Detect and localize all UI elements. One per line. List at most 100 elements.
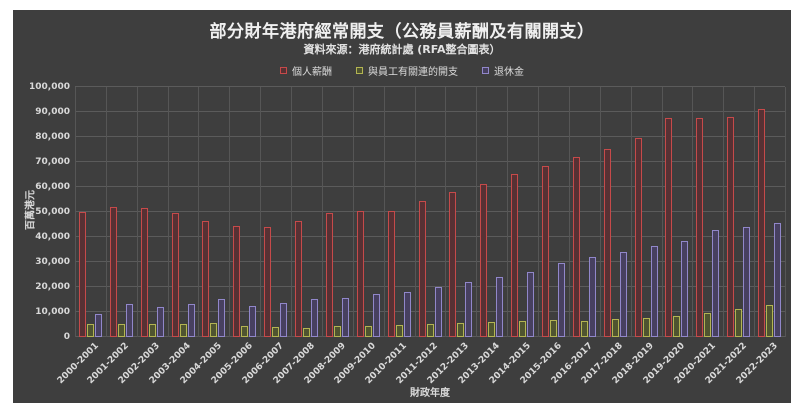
legend-item-series3: 退休金	[482, 63, 524, 78]
gridline-vertical	[630, 87, 632, 337]
bar-series2-2021-2022	[735, 309, 743, 337]
x-tick-label-text: 2012-2013	[425, 341, 471, 387]
bar-series1-2012-2013	[449, 192, 457, 337]
legend-marker-icon	[482, 66, 489, 74]
bar-series3-2009-2010	[372, 294, 380, 337]
x-tick-label-text: 2021-2022	[703, 341, 749, 387]
x-tick-label-text: 2009-2010	[333, 341, 379, 387]
bar-series2-2018-2019	[642, 318, 650, 337]
bar-series1-2019-2020	[665, 118, 673, 337]
legend-item-series1: 個人薪酬	[280, 63, 332, 78]
gridline-horizontal	[75, 186, 785, 187]
bar-series3-2017-2018	[619, 252, 627, 337]
gridline-vertical	[476, 87, 478, 337]
legend: 個人薪酬 與員工有關連的開支 退休金	[13, 62, 791, 78]
bar-series2-2009-2010	[364, 326, 372, 337]
bar-series2-2020-2021	[704, 313, 712, 337]
y-tick-label: 40,000	[35, 232, 70, 242]
bar-series1-2018-2019	[634, 138, 642, 337]
legend-label: 與員工有關連的開支	[368, 66, 458, 78]
bar-series2-2007-2008	[303, 328, 311, 337]
chart-title: 部分財年港府經常開支（公務員薪酬及有關開支）	[209, 22, 595, 42]
x-tick-label-text: 2007-2008	[271, 341, 317, 387]
x-tick-label-text: 2020-2021	[672, 341, 718, 387]
legend-marker-icon	[280, 66, 287, 74]
bar-series3-2004-2005	[218, 299, 226, 337]
gridline-vertical	[692, 87, 694, 337]
gridline-vertical	[291, 87, 293, 337]
x-axis-title: 財政年度	[410, 388, 450, 399]
bar-series1-2015-2016	[541, 166, 549, 337]
y-tick-label: 20,000	[35, 282, 70, 292]
bar-series2-2008-2009	[333, 326, 341, 337]
bar-series1-2004-2005	[202, 221, 210, 337]
y-tick-label: 70,000	[35, 157, 70, 167]
y-tick-label: 30,000	[35, 257, 70, 267]
bar-series3-2015-2016	[557, 263, 565, 337]
bar-series3-2018-2019	[650, 246, 658, 337]
x-tick-label-text: 2013-2014	[456, 341, 502, 387]
bar-series3-2020-2021	[712, 230, 720, 337]
x-tick-label-text: 2016-2017	[549, 341, 595, 387]
bar-series2-2015-2016	[549, 320, 557, 337]
bar-series2-2019-2020	[673, 316, 681, 337]
x-tick-label-text: 2005-2006	[209, 341, 255, 387]
gridline-vertical	[383, 87, 385, 337]
y-tick-label: 90,000	[35, 107, 70, 117]
x-tick-label-text: 2015-2016	[518, 341, 564, 387]
bar-series3-2021-2022	[743, 227, 751, 337]
bar-series2-2017-2018	[611, 319, 619, 337]
bar-series2-2002-2003	[148, 324, 156, 337]
gridline-vertical	[661, 87, 663, 337]
gridline-vertical	[136, 87, 138, 337]
gridline-vertical	[75, 87, 76, 337]
bar-series2-2012-2013	[457, 323, 465, 337]
bar-series2-2011-2012	[426, 324, 434, 337]
bar-series1-2017-2018	[603, 149, 611, 337]
y-tick-label: 0	[63, 332, 70, 342]
legend-item-series2: 與員工有關連的開支	[356, 63, 458, 78]
bar-series3-2002-2003	[156, 307, 164, 337]
bar-series2-2016-2017	[580, 321, 588, 337]
gridline-horizontal	[75, 111, 785, 112]
x-tick-label-text: 2011-2012	[394, 341, 441, 387]
bar-series1-2003-2004	[171, 213, 179, 337]
bar-series3-2013-2014	[496, 277, 504, 337]
gridline-vertical	[260, 87, 262, 337]
y-tick-label: 10,000	[35, 307, 70, 317]
gridline-horizontal	[75, 161, 785, 162]
bar-series1-2014-2015	[511, 174, 519, 337]
bar-series2-2003-2004	[179, 324, 187, 337]
bar-series3-2022-2023	[774, 223, 782, 337]
bar-series1-2009-2010	[356, 211, 364, 337]
gridline-vertical	[754, 87, 756, 337]
y-tick-label: 100,000	[29, 82, 70, 92]
bar-series3-2011-2012	[434, 287, 442, 337]
gridline-horizontal	[75, 236, 785, 237]
x-tick-label-text: 2014-2015	[487, 341, 533, 387]
bar-series1-2007-2008	[295, 221, 303, 337]
bar-series3-2005-2006	[249, 306, 257, 337]
gridline-vertical	[568, 87, 570, 337]
bar-series1-2002-2003	[140, 208, 148, 337]
bar-series1-2022-2023	[758, 109, 766, 337]
bar-series1-2013-2014	[480, 184, 488, 337]
gridline-vertical	[599, 87, 601, 337]
gridline-vertical	[785, 87, 786, 337]
bar-series2-2005-2006	[241, 326, 249, 337]
chart-subtitle: 資料來源：港府統計處 (RFA整合圖表）	[303, 43, 501, 56]
gridline-horizontal	[75, 211, 785, 212]
y-tick-label: 50,000	[35, 207, 70, 217]
gridline-vertical	[538, 87, 540, 337]
x-tick-label-text: 2008-2009	[302, 341, 348, 387]
bar-series2-2004-2005	[210, 323, 218, 337]
gridline-vertical	[105, 87, 107, 337]
bar-series2-2013-2014	[488, 322, 496, 337]
x-tick-label-text: 2022-2023	[734, 341, 780, 387]
bar-series1-2006-2007	[264, 227, 272, 337]
x-tick-label-text: 2019-2020	[641, 341, 688, 387]
legend-marker-icon	[356, 66, 363, 74]
gridline-horizontal	[75, 311, 785, 312]
bar-series1-2008-2009	[325, 213, 333, 337]
gridline-vertical	[167, 87, 169, 337]
